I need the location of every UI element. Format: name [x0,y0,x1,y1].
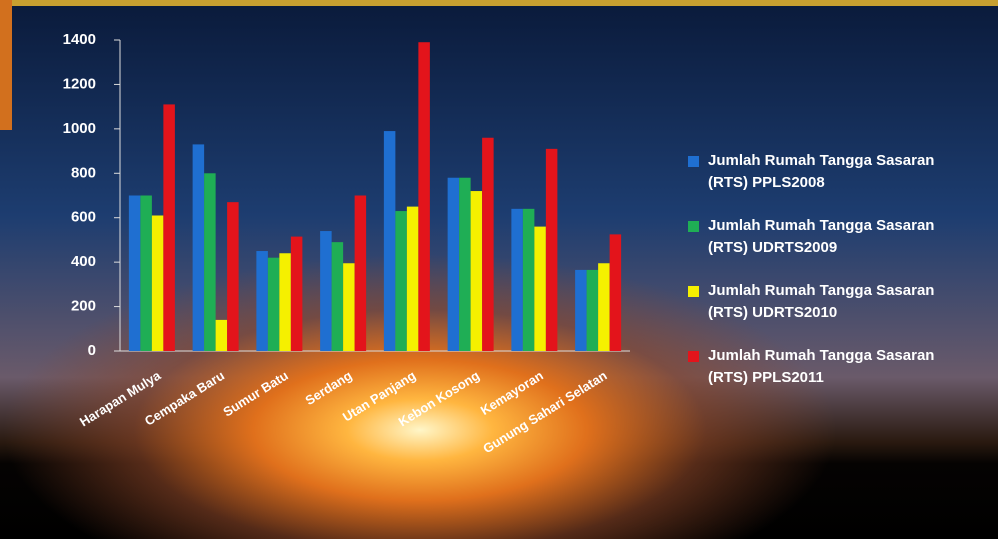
legend-swatch [688,286,699,297]
bar [575,269,587,351]
bar [406,206,419,351]
legend-item: Jumlah Rumah Tangga Sasaran (RTS) UDRTS2… [686,215,968,280]
bar [320,231,332,351]
bar [215,319,228,351]
bar [204,173,216,351]
legend-item: Jumlah Rumah Tangga Sasaran (RTS) PPLS20… [686,345,968,410]
bar [534,226,546,351]
y-tick-label: 1000 [63,120,96,137]
bar [163,104,175,352]
x-tick-label: Serdang [302,368,354,408]
bar [418,42,430,351]
bar [383,131,396,351]
bar [331,242,344,351]
legend-label: Jumlah Rumah Tangga Sasaran (RTS) PPLS20… [708,152,935,191]
y-tick-label: 200 [71,298,96,315]
bar [482,137,494,351]
bar [395,211,407,351]
legend-swatch [688,221,699,232]
bar [140,195,152,351]
y-tick-label: 1400 [63,31,96,48]
legend-swatch [688,156,699,167]
top-bar [0,0,998,6]
y-tick-label: 400 [71,253,96,270]
x-tick-label: Sumur Batu [220,368,290,420]
bar [354,195,367,351]
y-tick-label: 0 [88,342,96,359]
bar [343,263,355,351]
legend-item: Jumlah Rumah Tangga Sasaran (RTS) PPLS20… [686,150,968,215]
y-tick-label: 1200 [63,75,96,92]
legend-label: Jumlah Rumah Tangga Sasaran (RTS) UDRTS2… [708,282,935,321]
bar [545,148,558,351]
bar [586,269,599,351]
x-tick-label: Gunung Sahari Selatan [480,368,609,457]
bar [511,208,523,351]
side-bar [0,0,12,130]
bar [609,234,622,351]
bar [256,251,268,351]
bar [267,257,280,351]
bar [227,202,239,351]
legend-label: Jumlah Rumah Tangga Sasaran (RTS) UDRTS2… [708,217,935,256]
bar [279,253,291,351]
legend-label: Jumlah Rumah Tangga Sasaran (RTS) PPLS20… [708,347,935,386]
bar [290,236,303,351]
bar [522,208,535,351]
bar [447,177,460,351]
bar [128,195,141,351]
legend-swatch [688,351,699,362]
bar [151,215,164,351]
legend-item: Jumlah Rumah Tangga Sasaran (RTS) UDRTS2… [686,280,968,345]
legend: Jumlah Rumah Tangga Sasaran (RTS) PPLS20… [686,150,986,410]
y-tick-label: 800 [71,164,96,181]
bar [470,191,483,351]
bar [192,144,205,351]
y-tick-label: 600 [71,209,96,226]
bar [459,177,471,351]
bar [598,263,610,351]
